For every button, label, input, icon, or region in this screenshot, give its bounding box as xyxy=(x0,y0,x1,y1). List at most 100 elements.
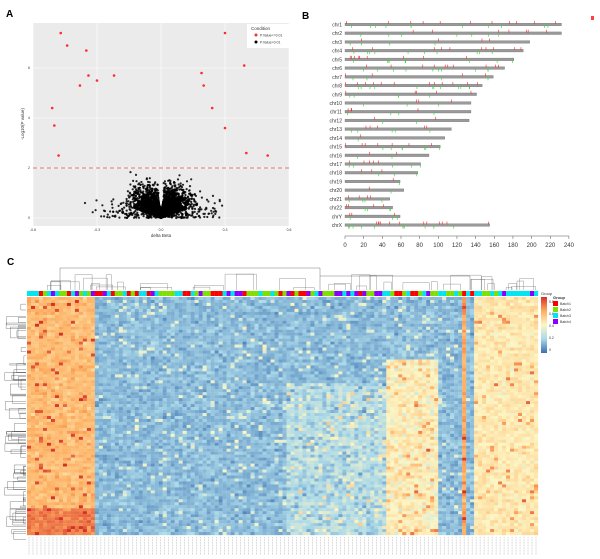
heatmap-cell xyxy=(106,454,111,458)
heatmap-cell xyxy=(54,332,60,336)
heatmap-cell xyxy=(86,383,92,387)
heatmap-cell xyxy=(94,466,100,470)
heatmap-cell xyxy=(34,297,40,301)
heatmap-cell xyxy=(42,481,48,485)
heatmap-cell xyxy=(62,430,68,435)
point-nonsignificant xyxy=(112,198,115,201)
heatmap-cell xyxy=(94,329,100,333)
point-nonsignificant xyxy=(155,200,158,203)
heatmap-cell xyxy=(102,469,107,473)
heatmap-cell xyxy=(110,341,115,345)
heatmap-cell xyxy=(74,398,80,402)
heatmap-cell xyxy=(106,463,111,467)
heatmap-cell xyxy=(114,466,119,470)
heatmap-cell xyxy=(74,299,80,304)
heatmap-cell xyxy=(78,383,84,387)
row-dendrogram-branch xyxy=(18,317,26,323)
heatmap-cell xyxy=(86,317,92,321)
point-significant xyxy=(245,151,248,155)
heatmap-cell xyxy=(66,314,72,318)
heatmap-cell xyxy=(27,299,32,304)
heatmap-cell xyxy=(62,493,68,497)
heatmap-cell xyxy=(70,481,76,485)
heatmap-cell xyxy=(82,448,88,452)
heatmap-cell xyxy=(38,326,44,330)
heatmap-cell xyxy=(66,302,72,307)
heatmap-cell xyxy=(106,332,111,336)
heatmap-cell xyxy=(74,341,80,345)
heatmap-cell xyxy=(94,493,100,497)
heatmap-cell xyxy=(50,398,56,402)
heatmap-cell xyxy=(66,433,72,437)
heatmap-cell xyxy=(78,326,84,330)
heatmap-cell xyxy=(42,484,48,488)
heatmap-cell xyxy=(94,448,100,452)
heatmap-cell xyxy=(30,413,36,417)
heatmap-cell xyxy=(42,442,48,446)
point-nonsignificant xyxy=(145,178,148,181)
hyper-marker xyxy=(389,221,390,225)
heatmap-cell xyxy=(82,439,88,443)
heatmap-cell xyxy=(82,517,88,521)
heatmap-cell xyxy=(50,478,56,482)
row-dendrogram-branch xyxy=(13,481,26,490)
hypo-marker xyxy=(391,129,393,133)
heatmap-cell xyxy=(66,454,72,458)
heatmap-cell xyxy=(106,472,111,476)
heatmap-cell xyxy=(62,389,68,393)
heatmap-cell xyxy=(78,508,84,512)
point-nonsignificant xyxy=(181,192,184,195)
heatmap-cell xyxy=(106,407,111,411)
x-tick-label: 80 xyxy=(416,243,423,249)
hyper-marker xyxy=(366,64,367,68)
heatmap-cell xyxy=(30,404,36,408)
heatmap-cell xyxy=(50,416,56,420)
heatmap-cell xyxy=(110,475,115,479)
heatmap-cell xyxy=(34,368,40,372)
hyper-marker xyxy=(391,143,393,147)
heatmap-cell xyxy=(114,401,119,405)
chromosome-label: chr8 xyxy=(332,84,342,90)
heatmap-cell xyxy=(70,413,76,417)
point-nonsignificant xyxy=(176,195,179,199)
heatmap-cell xyxy=(86,526,92,530)
heatmap-cell xyxy=(78,457,84,461)
heatmap-cell xyxy=(98,523,103,527)
heatmap-cell xyxy=(90,335,96,339)
heatmap-cell xyxy=(90,460,96,464)
heatmap-cell xyxy=(42,523,48,527)
heatmap-cell xyxy=(27,442,32,446)
heatmap-cell xyxy=(46,529,52,533)
heatmap-cell xyxy=(118,320,123,324)
heatmap-cell xyxy=(62,335,68,339)
point-nonsignificant xyxy=(186,196,189,199)
heatmap-cell xyxy=(82,463,88,467)
heatmap-cell xyxy=(78,487,84,491)
heatmap-cell xyxy=(74,383,80,387)
heatmap-cell xyxy=(66,386,72,390)
heatmap-cell xyxy=(114,362,119,366)
heatmap-cell xyxy=(106,353,111,357)
heatmap-cell xyxy=(90,302,96,307)
heatmap-cell xyxy=(62,302,68,307)
heatmap-cell xyxy=(94,421,100,426)
heatmap-cell xyxy=(114,517,119,521)
heatmap-cell xyxy=(78,404,84,408)
heatmap-cell xyxy=(94,490,100,494)
heatmap-cell xyxy=(54,410,60,414)
heatmap-cell xyxy=(27,502,32,506)
row-dendrogram-branch xyxy=(6,322,26,329)
heatmap-cell xyxy=(110,317,115,321)
heatmap-cell xyxy=(110,297,115,301)
heatmap-cell xyxy=(86,299,92,304)
heatmap-cell xyxy=(34,529,40,533)
chromosome-bar xyxy=(344,31,562,35)
heatmap-cell xyxy=(50,362,56,366)
heatmap-cell xyxy=(54,523,60,527)
heatmap-cell xyxy=(62,472,68,476)
heatmap-cell xyxy=(86,323,92,327)
column-dendrogram-branch xyxy=(140,283,168,290)
chromosome-bar xyxy=(344,223,490,227)
hypo-marker xyxy=(390,190,392,194)
chromosome-label: chr15 xyxy=(329,145,342,151)
